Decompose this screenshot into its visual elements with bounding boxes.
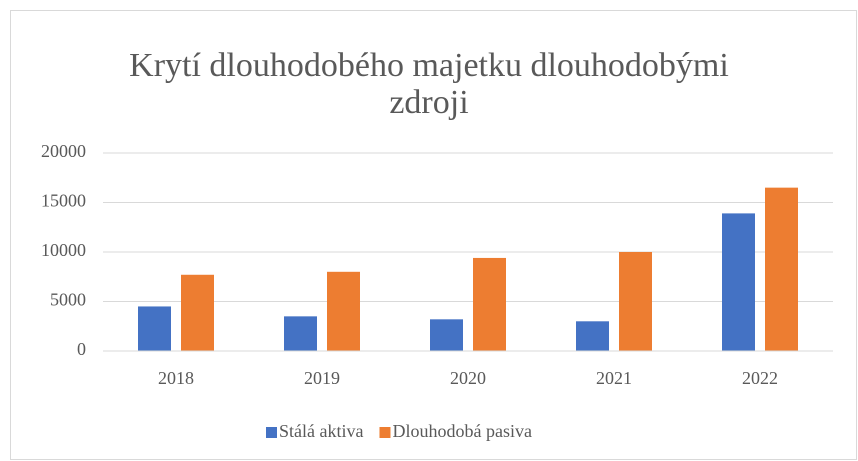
y-tick-label: 0 [77,339,86,359]
bar [430,319,463,351]
bar [619,252,652,351]
x-tick-label: 2018 [158,368,194,388]
chart-title: Krytí dlouhodobého majetku dlouhodobými z… [129,47,729,121]
bar [284,316,317,351]
x-tick-label: 2019 [304,368,340,388]
y-tick-label: 15000 [41,191,86,211]
bar [327,271,360,351]
y-tick-label: 20000 [41,141,86,161]
chart-border [10,10,857,460]
bar [138,306,171,351]
y-tick-label: 10000 [41,240,86,260]
bar [722,213,755,351]
x-tick-label: 2020 [450,368,486,388]
legend-swatch [266,427,277,438]
bar [473,257,506,351]
bar [181,274,214,351]
legend-label: Stálá aktiva [279,421,363,441]
y-tick-label: 5000 [50,290,86,310]
legend-label: Dlouhodobá pasiva [392,421,531,441]
x-tick-label: 2021 [596,368,632,388]
bar [576,321,609,351]
bar [765,187,798,351]
x-tick-label: 2022 [742,368,778,388]
legend-swatch [379,427,391,438]
